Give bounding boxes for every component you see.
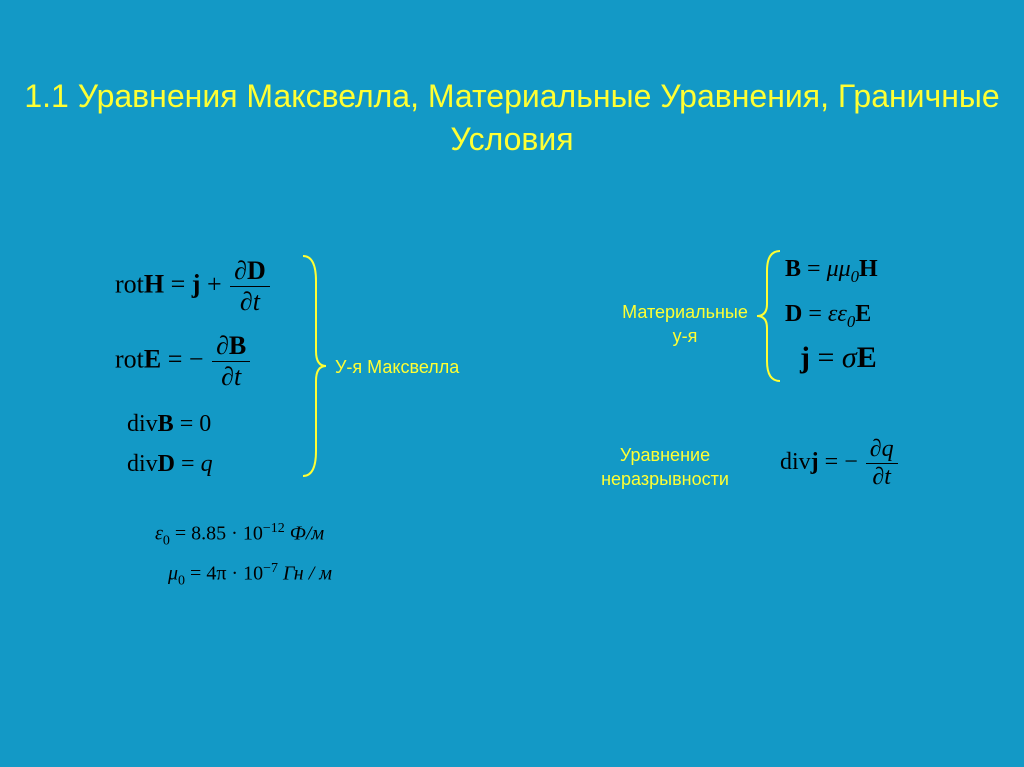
content-area: rotH = j + ∂D∂t rotE = − ∂B∂t divB = 0 d…	[0, 161, 1024, 721]
eq-j: j = σE	[800, 341, 877, 375]
eq-divD: divD = q	[127, 451, 213, 478]
brace-material	[755, 246, 785, 386]
eq-rotH: rotH = j + ∂D∂t	[115, 256, 272, 317]
label-continuity: Уравнениенеразрывности	[585, 444, 745, 491]
brace-maxwell	[298, 251, 328, 481]
eq-eps0: ε0 = 8.85 · 10−12 Ф/м	[155, 521, 324, 550]
eq-divB: divB = 0	[127, 411, 211, 438]
label-material: Материальныеу-я	[620, 301, 750, 348]
label-maxwell: У-я Максвелла	[335, 356, 459, 379]
eq-mu0: μ0 = 4π · 10−7 Гн / м	[168, 561, 332, 590]
eq-B: B = μμ0H	[785, 256, 878, 287]
eq-D: D = εε0E	[785, 301, 871, 332]
slide-title: 1.1 Уравнения Максвелла, Материальные Ур…	[0, 0, 1024, 161]
eq-rotE: rotE = − ∂B∂t	[115, 331, 252, 392]
eq-continuity: divj = − ∂q∂t	[780, 436, 900, 491]
